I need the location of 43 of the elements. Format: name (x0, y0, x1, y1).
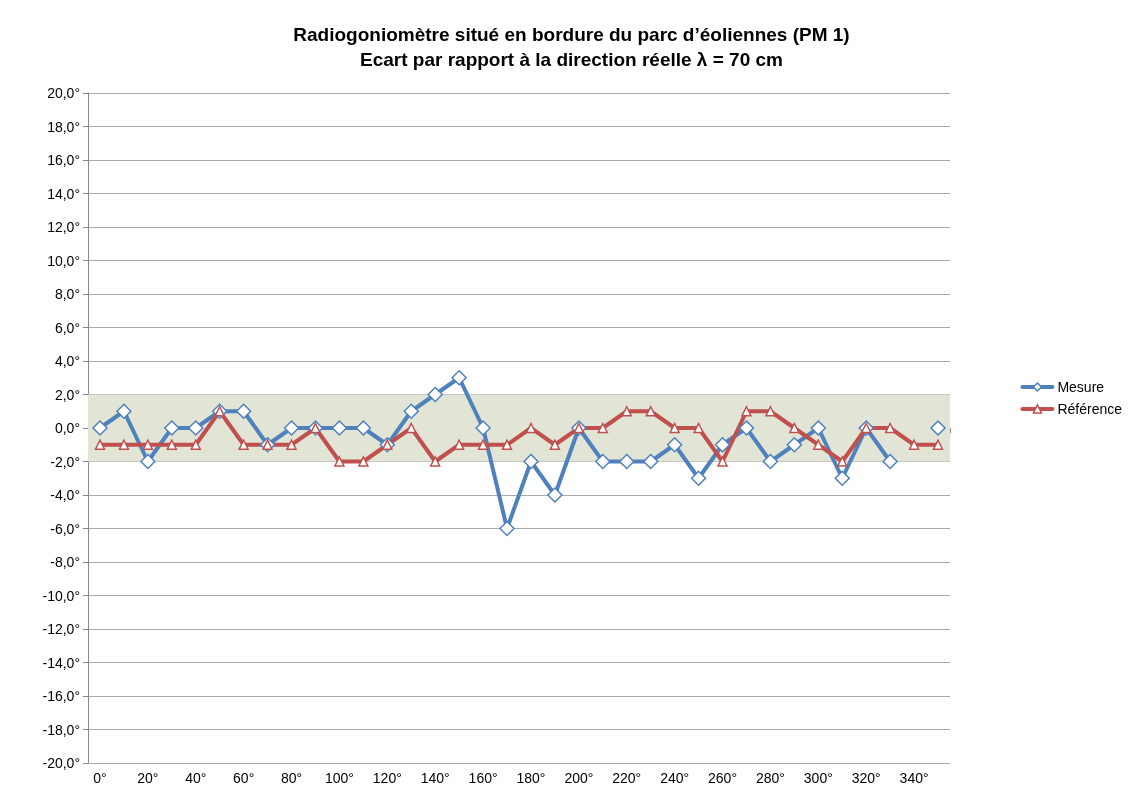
x-tick-label: 300° (803, 770, 833, 786)
legend-label: Référence (1057, 401, 1123, 417)
x-tick-label: 100° (324, 770, 354, 786)
chart-subtitle: Ecart par rapport à la direction réelle λ = 70 cm (360, 49, 783, 70)
x-tick-label: 280° (755, 770, 785, 786)
x-tick-label: 200° (564, 770, 594, 786)
y-tick-label: -2,0° (50, 453, 80, 470)
y-tick-label: 18,0° (47, 118, 80, 135)
y-tick-label: 8,0° (54, 286, 80, 302)
x-tick-label: 120° (372, 770, 402, 786)
x-tick-label: 180° (516, 770, 546, 786)
legend-label: Mesure (1057, 379, 1105, 395)
x-tick-label: 320° (851, 770, 881, 786)
x-tick-label: 20° (137, 770, 159, 786)
x-tick-label: 160° (468, 770, 498, 786)
y-tick-label: -10,0° (42, 587, 80, 604)
y-tick-label: 12,0° (47, 219, 80, 235)
y-tick-label: 16,0° (47, 152, 80, 168)
chart-title: Radiogoniomètre situé en bordure du parc d’éoliennes (PM 1) (293, 24, 850, 45)
y-tick-label: -18,0° (42, 721, 80, 738)
x-tick-label: 340° (899, 770, 929, 786)
y-tick-label: -20,0° (42, 755, 80, 771)
y-tick-label: 10,0° (47, 252, 80, 269)
y-tick-label: -4,0° (50, 487, 80, 503)
x-tick-label: 60° (233, 770, 255, 786)
y-tick-label: -12,0° (42, 621, 80, 637)
y-tick-label: 4,0° (54, 353, 80, 369)
y-tick-label: -8,0° (50, 554, 80, 570)
y-tick-label: 6,0° (54, 319, 80, 336)
y-tick-label: 2,0° (54, 386, 80, 403)
x-tick-label: 220° (612, 770, 642, 786)
x-tick-label: 240° (660, 770, 690, 786)
y-tick-label: 0,0° (54, 420, 80, 436)
y-tick-label: -6,0° (50, 520, 80, 537)
x-tick-label: 140° (420, 770, 450, 786)
y-tick-label: 14,0° (47, 185, 80, 202)
y-tick-label: 20,0° (47, 85, 80, 101)
x-tick-label: 80° (280, 770, 303, 786)
x-tick-label: 0° (93, 770, 107, 786)
x-tick-label: 40° (185, 770, 207, 786)
y-tick-label: -16,0° (42, 688, 80, 704)
x-tick-label: 260° (708, 770, 738, 786)
y-tick-label: -14,0° (42, 654, 80, 671)
